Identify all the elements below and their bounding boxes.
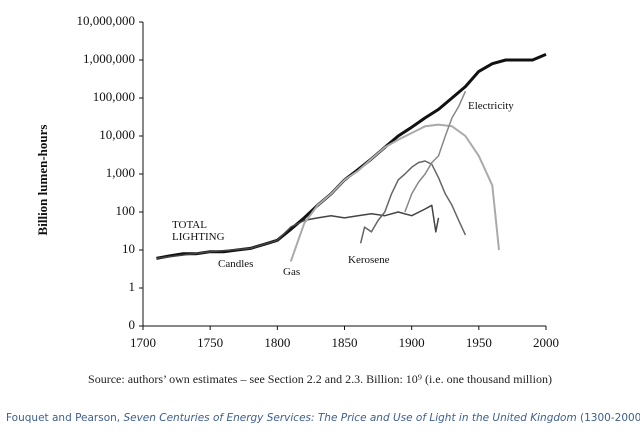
x-tick-label: 2000 (533, 335, 559, 350)
series-line (156, 204, 440, 260)
y-tick-label: 0 (129, 317, 136, 332)
series-label: Gas (283, 266, 301, 278)
source-note: Source: authors’ own estimates – see Sec… (88, 372, 552, 386)
x-tick-label: 1900 (399, 335, 425, 350)
x-tick-label: 1850 (332, 335, 358, 350)
series-label: Electricity (468, 100, 514, 112)
caption-author: Fouquet and Pearson, (6, 412, 124, 424)
caption-title: Seven Centuries of Energy Services: The … (123, 412, 577, 424)
y-tick-label: 100,000 (93, 89, 135, 104)
x-tick-label: 1800 (264, 335, 290, 350)
series-line (289, 123, 500, 262)
series-line (404, 90, 467, 213)
series-label: Kerosene (348, 254, 390, 266)
y-axis-label: Billion lumen-hours (35, 125, 50, 236)
caption-years: (1300-2000) (576, 412, 640, 424)
caption: Fouquet and Pearson, Seven Centuries of … (6, 412, 640, 424)
x-tick-label: 1750 (197, 335, 223, 350)
y-tick-label: 1,000,000 (83, 51, 135, 66)
chart: Billion lumen-hours 0 1 10 100 1,000 10,000 10… (35, 13, 559, 350)
series-label: TOTAL LIGHTING (172, 219, 225, 243)
y-tick-label: 10 (122, 241, 135, 256)
x-tick-label: 1700 (130, 335, 156, 350)
series-line (359, 160, 467, 244)
y-tick-label: 1,000 (106, 165, 135, 180)
y-tick-label: 100 (116, 203, 136, 218)
y-tick-label: 1 (129, 279, 136, 294)
y-tick-label: 10,000 (99, 127, 135, 142)
series-label: Candles (218, 258, 254, 270)
y-tick-label: 10,000,000 (77, 13, 136, 28)
x-tick-label: 1950 (466, 335, 492, 350)
